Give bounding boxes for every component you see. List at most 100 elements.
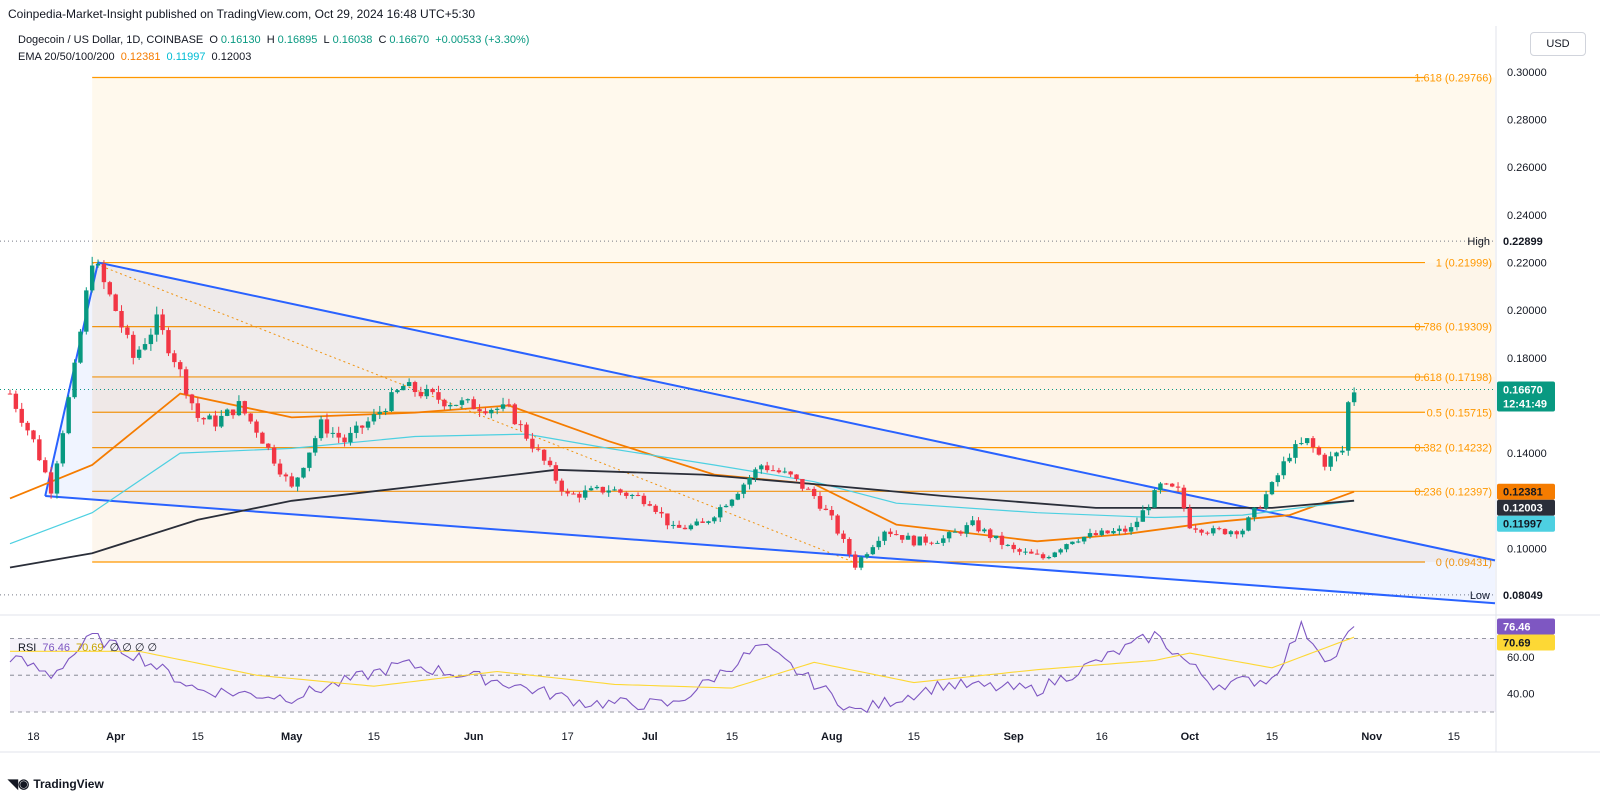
candle xyxy=(682,524,688,530)
time-tick-label: Jun xyxy=(464,731,484,743)
candle xyxy=(1299,437,1304,446)
candle xyxy=(929,541,934,546)
candle xyxy=(224,408,230,417)
candle-body xyxy=(935,542,940,544)
candle-body xyxy=(547,460,553,466)
candle-body xyxy=(835,515,840,534)
currency-button[interactable]: USD xyxy=(1530,32,1586,56)
candle-body xyxy=(1117,528,1122,532)
candle-body xyxy=(1169,483,1175,487)
rsi-legend: RSI 76.46 70.69 ∅ ∅ ∅ ∅ xyxy=(18,641,160,654)
candle xyxy=(383,408,388,416)
candle xyxy=(1222,528,1228,535)
candle-body xyxy=(993,535,999,539)
candle xyxy=(260,431,265,444)
candle xyxy=(888,528,893,537)
candle xyxy=(1158,481,1163,494)
rsi-tag: 76.46 xyxy=(1497,618,1555,635)
candle xyxy=(1052,551,1057,558)
ema-line-100 xyxy=(9,468,1355,569)
candle xyxy=(806,487,811,490)
ema-title[interactable]: EMA 20/50/100/200 xyxy=(18,51,115,63)
candle xyxy=(406,378,412,387)
candle-body xyxy=(72,362,77,398)
tradingview-logo-icon: ◥◉ xyxy=(8,776,30,791)
candle-body xyxy=(1187,508,1192,529)
candle xyxy=(1346,400,1351,456)
candle xyxy=(659,507,664,518)
candle-body xyxy=(178,362,183,370)
time-tick-label: Oct xyxy=(1181,731,1200,743)
candle-body xyxy=(1111,531,1116,534)
candle xyxy=(1258,505,1263,509)
candle xyxy=(530,432,535,453)
candle xyxy=(553,461,559,484)
candle-body xyxy=(694,521,699,526)
fib-retracement[interactable]: 1.618 (0.29766) 1 (0.21999) 0.786 (0.19309… xyxy=(0,72,1496,602)
candle-body xyxy=(1087,533,1093,537)
candle xyxy=(1099,528,1104,537)
candle xyxy=(741,482,746,499)
candle xyxy=(541,448,547,465)
rsi-title[interactable]: RSI xyxy=(18,642,37,654)
candle xyxy=(941,535,946,546)
low-label: L xyxy=(323,34,330,46)
low-label: Low xyxy=(1470,590,1490,602)
candle xyxy=(1046,555,1052,560)
candle xyxy=(401,383,406,391)
candle-body xyxy=(260,432,265,444)
candle-body xyxy=(31,430,36,440)
candle-body xyxy=(665,513,670,526)
candle-body xyxy=(289,476,294,487)
candle xyxy=(1034,549,1040,555)
time-tick-label: Sep xyxy=(1004,731,1024,743)
tradingview-footer[interactable]: ◥◉ TradingView xyxy=(8,776,104,792)
candle-body xyxy=(60,433,66,464)
candle-body xyxy=(436,392,441,400)
candle-body xyxy=(764,465,770,471)
candle xyxy=(213,410,218,432)
ema-tag-text: 0.12003 xyxy=(1503,503,1543,515)
candle-body xyxy=(583,490,588,498)
fib-level-label: 0.786 (0.19309) xyxy=(1414,322,1492,334)
candle xyxy=(776,467,782,474)
candle-body xyxy=(389,392,394,411)
candle-body xyxy=(219,415,224,427)
candle-body xyxy=(1046,557,1052,559)
candle-body xyxy=(1158,483,1163,491)
candle xyxy=(289,472,294,489)
low-tag-text: 0.08049 xyxy=(1503,590,1543,602)
candle xyxy=(66,395,71,435)
candle xyxy=(835,514,840,536)
candle-body xyxy=(1340,450,1345,453)
candle-body xyxy=(671,524,676,526)
candle-body xyxy=(1140,510,1146,522)
rsi-value: 76.46 xyxy=(42,642,70,654)
candle xyxy=(917,536,922,546)
candle-body xyxy=(1240,530,1245,535)
candle xyxy=(641,493,647,507)
candle-body xyxy=(1281,461,1286,476)
candle-body xyxy=(741,484,746,494)
candle-body xyxy=(25,422,30,431)
candle-body xyxy=(1017,549,1022,552)
chart-area[interactable]: 1.618 (0.29766) 1 (0.21999) 0.786 (0.19309… xyxy=(0,26,1600,798)
candle xyxy=(436,385,441,404)
candle xyxy=(894,530,899,536)
falling-wedge[interactable] xyxy=(44,261,1496,605)
price-tags: 0.22899 0.08049 0.16670 12:41:49 0.12381 0.12… xyxy=(1497,233,1555,651)
candle xyxy=(301,467,306,479)
candle xyxy=(7,389,13,395)
candle xyxy=(911,534,917,547)
candle xyxy=(853,551,858,570)
symbol-label[interactable]: Dogecoin / US Dollar, 1D, COINBASE xyxy=(18,34,204,46)
candle-body xyxy=(1269,482,1275,495)
candle-body xyxy=(365,421,371,428)
candle xyxy=(905,532,911,540)
candle xyxy=(858,555,864,571)
candle xyxy=(148,328,154,351)
candle-body xyxy=(512,404,517,425)
candle xyxy=(389,387,394,413)
candle-body xyxy=(559,480,564,492)
candle-body xyxy=(1299,443,1304,445)
